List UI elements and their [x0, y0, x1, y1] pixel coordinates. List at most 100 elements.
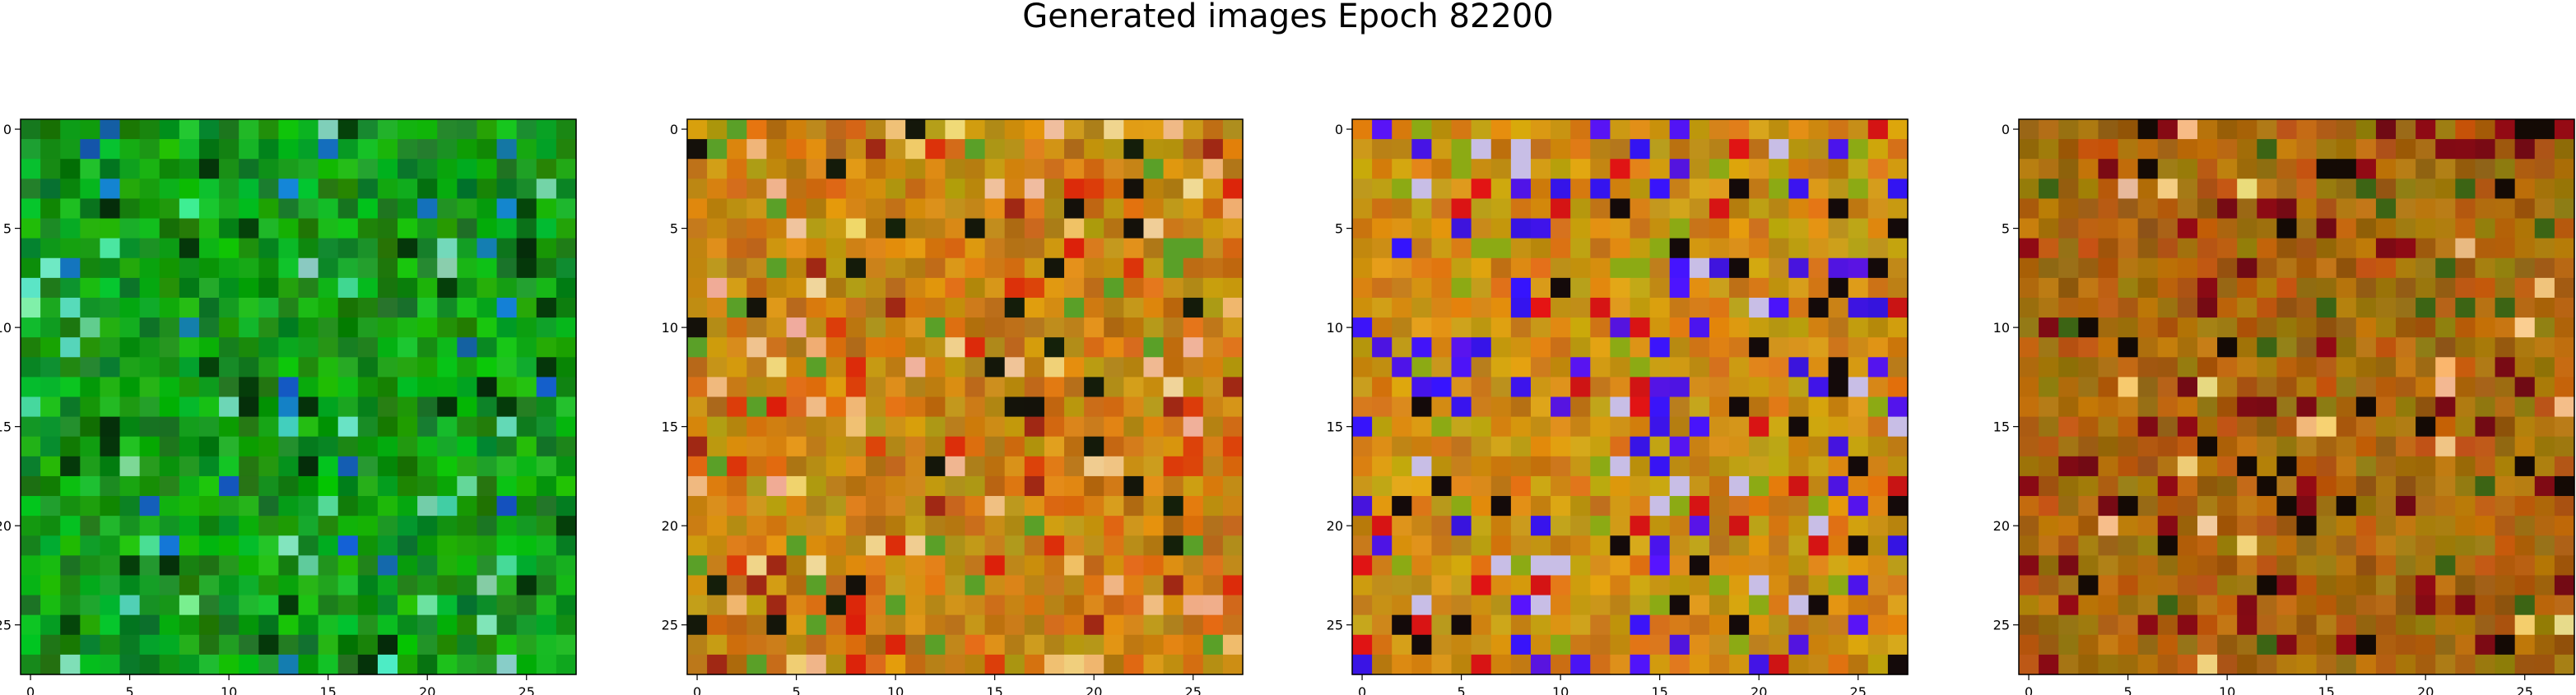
pixel-cell — [1471, 614, 1492, 636]
pixel-cell — [1788, 257, 1810, 279]
pixel-cell — [1689, 575, 1710, 596]
pixel-cell — [398, 575, 418, 596]
pixel-cell — [865, 198, 886, 220]
pixel-cell — [2416, 654, 2436, 675]
pixel-cell — [1392, 238, 1412, 259]
pixel-cell — [1044, 297, 1065, 318]
pixel-cell — [2039, 475, 2059, 497]
pixel-cell — [2276, 535, 2298, 556]
pixel-cell — [1372, 377, 1393, 398]
pixel-cell — [477, 337, 498, 358]
pixel-cell — [1610, 238, 1631, 259]
pixel-cell — [2098, 198, 2119, 220]
pixel-cell — [1411, 416, 1433, 438]
pixel-cell — [2039, 218, 2059, 239]
pixel-cell — [707, 416, 728, 438]
pixel-cell — [100, 475, 121, 497]
pixel-cell — [1510, 377, 1532, 398]
pixel-cell — [1064, 178, 1085, 200]
pixel-cell — [318, 516, 339, 536]
pixel-cell — [1570, 337, 1591, 358]
pixel-cell — [2495, 257, 2516, 279]
pixel-cell — [2078, 456, 2099, 477]
pixel-cell — [865, 555, 886, 577]
pixel-cell — [845, 178, 867, 200]
pixel-cell — [746, 654, 768, 675]
pixel-cell — [2237, 555, 2257, 577]
pixel-cell — [1887, 654, 1909, 675]
pixel-cell — [556, 436, 577, 457]
pixel-cell — [496, 119, 518, 140]
pixel-cell — [2296, 634, 2318, 656]
pixel-cell — [945, 575, 966, 596]
pixel-cell — [2455, 119, 2476, 140]
pixel-cell — [457, 198, 478, 220]
pixel-cell — [687, 555, 708, 577]
pixel-cell — [2137, 139, 2159, 160]
pixel-cell — [496, 634, 518, 656]
pixel-cell — [21, 654, 41, 675]
pixel-cell — [1004, 614, 1025, 636]
pixel-cell — [1392, 297, 1412, 318]
pixel-cell — [1769, 496, 1789, 517]
pixel-cell — [687, 317, 708, 338]
pixel-cell — [437, 178, 458, 200]
pixel-cell — [437, 159, 458, 179]
pixel-cell — [2416, 317, 2436, 338]
pixel-cell — [1431, 357, 1453, 378]
pixel-cell — [119, 516, 141, 536]
figure-title: Generated images Epoch 82200 — [1022, 0, 1554, 35]
pixel-cell — [516, 377, 537, 398]
pixel-cell — [727, 297, 747, 318]
pixel-cell — [1163, 475, 1184, 497]
pixel-cell — [1769, 337, 1789, 358]
pixel-cell — [1669, 654, 1690, 675]
pixel-cell — [965, 575, 986, 596]
pixel-cell — [1411, 119, 1433, 140]
pixel-cell — [377, 218, 398, 239]
pixel-cell — [2137, 475, 2159, 497]
pixel-cell — [925, 178, 946, 200]
pixel-cell — [1044, 456, 1065, 477]
pixel-cell — [1808, 416, 1830, 438]
pixel-cell — [2078, 257, 2099, 279]
pixel-cell — [1630, 238, 1651, 259]
pixel-cell — [2554, 257, 2575, 279]
pixel-cell — [337, 416, 359, 438]
pixel-cell — [1788, 119, 1810, 140]
pixel-cell — [2118, 238, 2139, 259]
pixel-cell — [159, 436, 180, 457]
pixel-cell — [2019, 634, 2039, 656]
pixel-cell — [2177, 139, 2198, 160]
pixel-cell — [2237, 119, 2257, 140]
pixel-cell — [398, 496, 418, 517]
pixel-cell — [2455, 218, 2476, 239]
pixel-cell — [707, 337, 728, 358]
pixel-cell — [2137, 555, 2159, 577]
pixel-cell — [925, 257, 946, 279]
pixel-cell — [496, 654, 518, 675]
pixel-cell — [1530, 297, 1551, 318]
pixel-cell — [1848, 436, 1869, 457]
pixel-cell — [1411, 595, 1433, 616]
pixel-cell — [2554, 159, 2575, 179]
pixel-cell — [707, 257, 728, 279]
pixel-cell — [1024, 614, 1045, 636]
pixel-cell — [139, 178, 160, 200]
pixel-cell — [1828, 238, 1849, 259]
pixel-cell — [398, 516, 418, 536]
pixel-cell — [1749, 357, 1769, 378]
pixel-cell — [1183, 317, 1204, 338]
pixel-cell — [2355, 277, 2377, 299]
pixel-cell — [2157, 277, 2178, 299]
pixel-cell — [2039, 317, 2059, 338]
pixel-cell — [1570, 416, 1591, 438]
pixel-cell — [1729, 496, 1750, 517]
pixel-cell — [119, 634, 141, 656]
pixel-cell — [1471, 277, 1492, 299]
pixel-cell — [1510, 178, 1532, 200]
pixel-cell — [2118, 475, 2139, 497]
pixel-cell — [965, 614, 986, 636]
pixel-cell — [1749, 654, 1769, 675]
